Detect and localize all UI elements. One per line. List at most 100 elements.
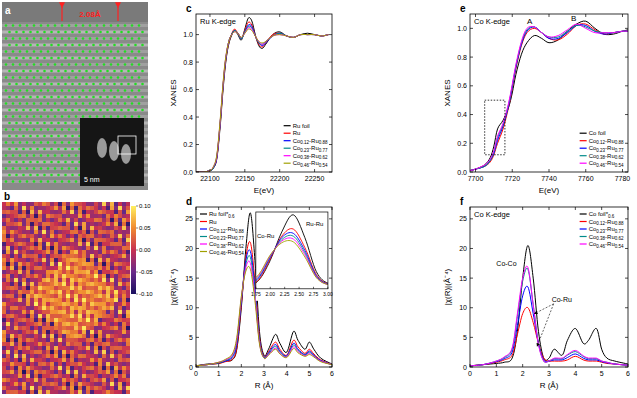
- strain-cell: [34, 334, 38, 338]
- strain-cell: [46, 318, 50, 322]
- strain-cell: [38, 338, 42, 342]
- strain-cell: [122, 214, 126, 218]
- strain-cell: [122, 366, 126, 370]
- strain-cell: [34, 214, 38, 218]
- strain-cell: [110, 298, 114, 302]
- strain-cell: [22, 334, 26, 338]
- strain-cell: [38, 282, 42, 286]
- strain-cell: [14, 350, 18, 354]
- strain-cell: [70, 202, 74, 206]
- strain-cell: [6, 310, 10, 314]
- atom-marker: [54, 154, 57, 157]
- atom-marker: [8, 161, 11, 164]
- strain-cell: [42, 338, 46, 342]
- strain-cell: [102, 230, 106, 234]
- atom-marker: [5, 180, 8, 183]
- atom-marker: [36, 109, 39, 112]
- strain-cell: [94, 270, 98, 274]
- strain-cell: [42, 342, 46, 346]
- strain-cell: [58, 310, 62, 314]
- strain-cell: [82, 258, 86, 262]
- strain-cell: [74, 326, 78, 330]
- strain-cell: [30, 206, 34, 210]
- strain-cell: [18, 346, 22, 350]
- strain-cell: [98, 214, 102, 218]
- strain-cell: [14, 358, 18, 362]
- strain-cell: [82, 306, 86, 310]
- strain-cell: [38, 346, 42, 350]
- strain-cell: [42, 326, 46, 330]
- strain-cell: [14, 254, 18, 258]
- strain-cell: [122, 378, 126, 382]
- atom-marker: [22, 135, 25, 138]
- spacing-arrow: [117, 7, 118, 21]
- strain-cell: [6, 254, 10, 258]
- atom-marker: [64, 148, 67, 151]
- strain-cell: [30, 310, 34, 314]
- atom-marker: [26, 24, 29, 27]
- strain-cell: [38, 270, 42, 274]
- strain-cell: [38, 218, 42, 222]
- strain-cell: [70, 302, 74, 306]
- strain-cell: [26, 222, 30, 226]
- atom-marker: [103, 102, 106, 105]
- strain-cell: [50, 246, 54, 250]
- strain-cell: [66, 382, 70, 386]
- strain-cell: [6, 342, 10, 346]
- strain-cell: [26, 302, 30, 306]
- strain-cell: [2, 366, 6, 370]
- strain-cell: [82, 278, 86, 282]
- atom-marker: [141, 96, 144, 99]
- strain-cell: [50, 378, 54, 382]
- atom-marker: [117, 24, 120, 27]
- strain-cell: [50, 222, 54, 226]
- atom-marker: [54, 115, 57, 118]
- strain-cell: [94, 202, 98, 206]
- strain-cell: [2, 234, 6, 238]
- atom-marker: [61, 37, 64, 40]
- strain-cell: [22, 210, 26, 214]
- strain-cell: [122, 326, 126, 330]
- strain-cell: [42, 242, 46, 246]
- strain-cell: [26, 202, 30, 206]
- atom-marker: [89, 50, 92, 53]
- strain-cell: [122, 278, 126, 282]
- strain-cell: [22, 246, 26, 250]
- strain-cell: [66, 238, 70, 242]
- strain-cell: [22, 338, 26, 342]
- strain-cell: [54, 250, 58, 254]
- atom-row: [2, 96, 148, 99]
- strain-cell: [66, 294, 70, 298]
- strain-cell: [90, 310, 94, 314]
- atom-marker: [22, 96, 25, 99]
- strain-cell: [58, 334, 62, 338]
- strain-cell: [78, 346, 82, 350]
- strain-cell: [62, 226, 66, 230]
- strain-cell: [66, 302, 70, 306]
- strain-cell: [10, 250, 14, 254]
- atom-marker: [117, 115, 120, 118]
- atom-marker: [96, 76, 99, 79]
- strain-cell: [46, 374, 50, 378]
- strain-cell: [82, 218, 86, 222]
- strain-cell: [26, 334, 30, 338]
- strain-cell: [66, 322, 70, 326]
- strain-cell: [118, 342, 122, 346]
- strain-cell: [46, 358, 50, 362]
- atom-marker: [124, 76, 127, 79]
- strain-cell: [62, 302, 66, 306]
- strain-cell: [90, 374, 94, 378]
- strain-cell: [70, 354, 74, 358]
- strain-cell: [14, 262, 18, 266]
- strain-cell: [54, 274, 58, 278]
- strain-cell: [82, 302, 86, 306]
- strain-cell: [78, 266, 82, 270]
- strain-cell: [42, 350, 46, 354]
- strain-cell: [26, 294, 30, 298]
- strain-cell: [90, 202, 94, 206]
- strain-cell: [46, 298, 50, 302]
- strain-cell: [78, 274, 82, 278]
- strain-cell: [34, 322, 38, 326]
- atom-marker: [54, 180, 57, 183]
- strain-cell: [82, 370, 86, 374]
